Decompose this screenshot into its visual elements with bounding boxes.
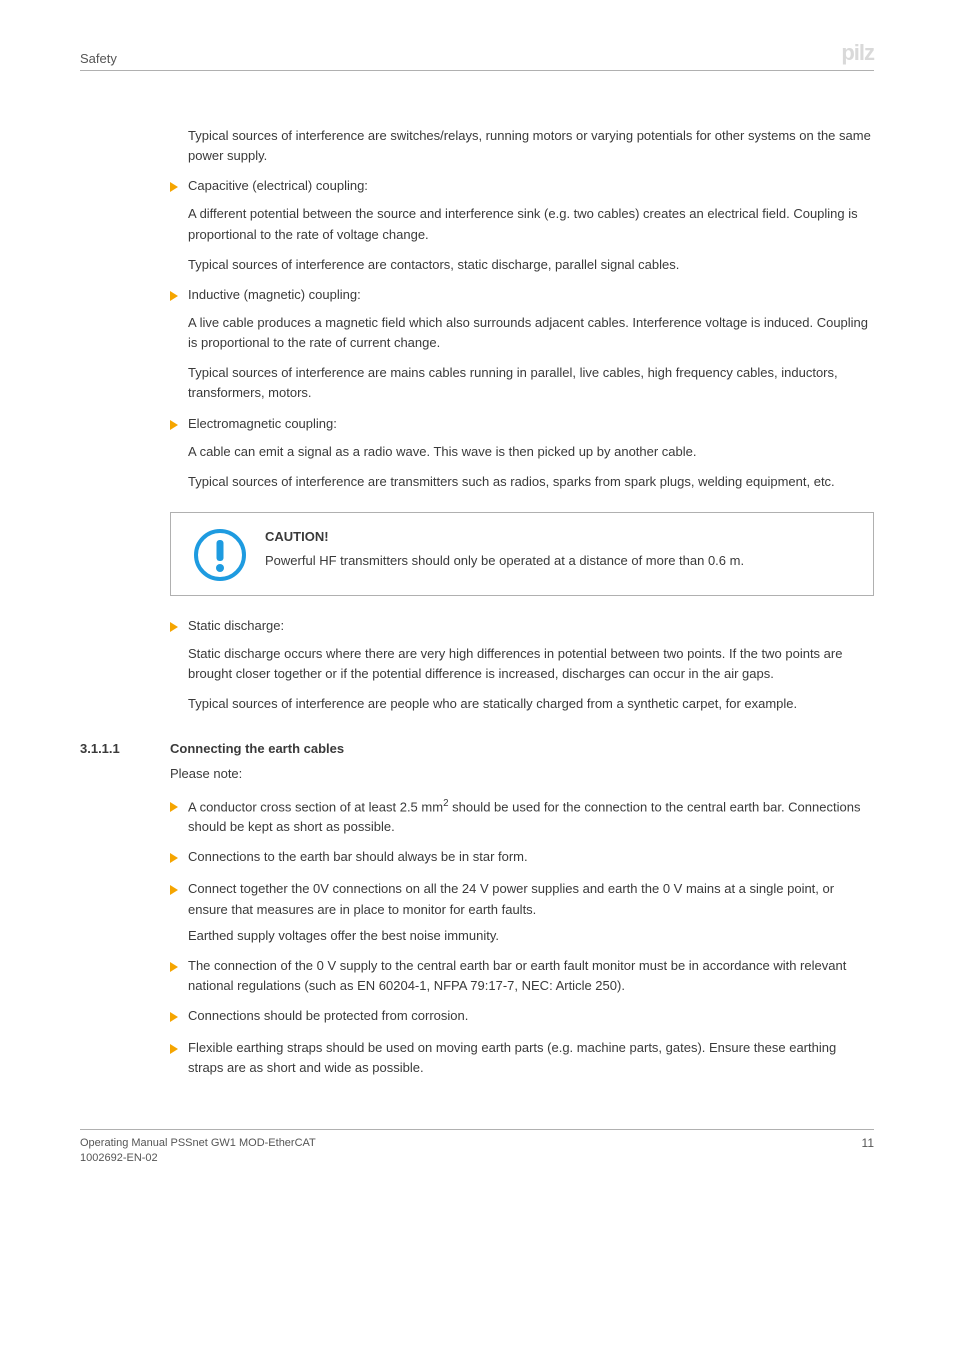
list-item: A conductor cross section of at least 2.… (170, 796, 874, 838)
triangle-bullet-icon (170, 798, 188, 838)
intro-sub-paragraph: Typical sources of interference are swit… (188, 126, 874, 166)
brand-logo: pilz (841, 40, 874, 66)
caution-icon (189, 527, 251, 581)
triangle-bullet-icon (170, 416, 188, 436)
triangle-bullet-icon (170, 618, 188, 638)
document-body: Typical sources of interference are swit… (170, 126, 874, 715)
list-item-paragraph: A different potential between the source… (188, 204, 874, 244)
list-item-text: Connections should be protected from cor… (188, 1006, 874, 1028)
section-heading-row: 3.1.1.1 Connecting the earth cables (80, 741, 874, 756)
section-number: 3.1.1.1 (80, 741, 170, 756)
list-item: Capacitive (electrical) coupling: (170, 176, 874, 198)
caution-callout: CAUTION! Powerful HF transmitters should… (170, 512, 874, 596)
list-item: Connections to the earth bar should alwa… (170, 847, 874, 869)
list-item: Flexible earthing straps should be used … (170, 1038, 874, 1078)
list-item-label: Static discharge: (188, 616, 874, 638)
list-item: Static discharge: (170, 616, 874, 638)
list-item: Connect together the 0V connections on a… (170, 879, 874, 919)
list-item-paragraph: Typical sources of interference are main… (188, 363, 874, 403)
triangle-bullet-icon (170, 881, 188, 919)
footer-doc-id: 1002692-EN-02 (80, 1151, 316, 1166)
page-header: Safety pilz (80, 40, 874, 71)
list-item-text: Connections to the earth bar should alwa… (188, 847, 874, 869)
list-item: Inductive (magnetic) coupling: (170, 285, 874, 307)
triangle-bullet-icon (170, 958, 188, 996)
page-footer: Operating Manual PSSnet GW1 MOD-EtherCAT… (80, 1129, 874, 1167)
header-section-label: Safety (80, 51, 117, 66)
list-item-text: A conductor cross section of at least 2.… (188, 796, 874, 838)
list-item-label: Electromagnetic coupling: (188, 414, 874, 436)
triangle-bullet-icon (170, 178, 188, 198)
section-body: Please note: A conductor cross section o… (170, 764, 874, 1079)
list-item: Electromagnetic coupling: (170, 414, 874, 436)
triangle-bullet-icon (170, 1040, 188, 1078)
caution-body: Powerful HF transmitters should only be … (265, 551, 855, 571)
triangle-bullet-icon (170, 1008, 188, 1028)
caution-heading: CAUTION! (265, 527, 855, 547)
list-item-paragraph: Typical sources of interference are peop… (188, 694, 874, 714)
section-title: Connecting the earth cables (170, 741, 344, 756)
list-item-text: Connect together the 0V connections on a… (188, 879, 874, 919)
list-item-label: Inductive (magnetic) coupling: (188, 285, 874, 307)
footer-doc-title: Operating Manual PSSnet GW1 MOD-EtherCAT (80, 1136, 316, 1151)
text-part: A conductor cross section of at least 2.… (188, 799, 443, 814)
list-item-paragraph: Static discharge occurs where there are … (188, 644, 874, 684)
footer-page-number: 11 (862, 1136, 874, 1150)
list-item-paragraph: Typical sources of interference are tran… (188, 472, 874, 492)
list-item-label: Capacitive (electrical) coupling: (188, 176, 874, 198)
list-item: Connections should be protected from cor… (170, 1006, 874, 1028)
list-item-paragraph: A live cable produces a magnetic field w… (188, 313, 874, 353)
list-item-text: Flexible earthing straps should be used … (188, 1038, 874, 1078)
triangle-bullet-icon (170, 849, 188, 869)
list-item-text: The connection of the 0 V supply to the … (188, 956, 874, 996)
list-item-paragraph: A cable can emit a signal as a radio wav… (188, 442, 874, 462)
list-item: The connection of the 0 V supply to the … (170, 956, 874, 996)
list-item-paragraph: Typical sources of interference are cont… (188, 255, 874, 275)
section-lead: Please note: (170, 764, 874, 784)
list-item-subtext: Earthed supply voltages offer the best n… (188, 926, 874, 946)
triangle-bullet-icon (170, 287, 188, 307)
